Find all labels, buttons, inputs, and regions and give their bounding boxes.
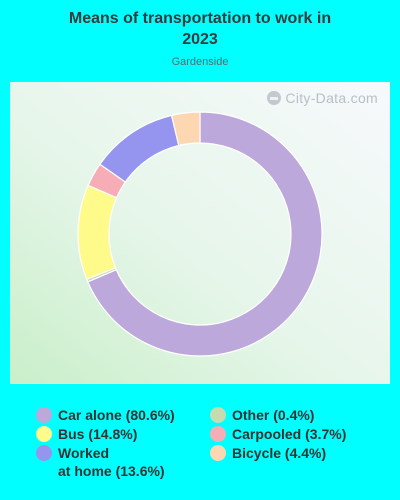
- legend-label: Bus (14.8%): [58, 426, 138, 442]
- legend-swatch: [36, 426, 52, 442]
- legend-swatch: [210, 407, 226, 423]
- chart-subtitle: Gardenside: [171, 56, 229, 68]
- legend-item: Bicycle (4.4%): [210, 444, 326, 462]
- donut-slice-bus: [77, 184, 118, 281]
- legend-label: Bicycle (4.4%): [232, 445, 327, 461]
- legend-item: Bus (14.8%): [36, 425, 137, 443]
- legend-label: Other (0.4%): [232, 407, 315, 423]
- legend-swatch: [36, 407, 52, 423]
- legend-item: Car alone (80.6%): [36, 406, 175, 424]
- legend: Car alone (80.6%) Bus (14.8%) Worked at …: [0, 402, 400, 492]
- legend-label: Worked at home (13.6%): [58, 445, 165, 479]
- watermark-text: City-Data.com: [285, 90, 378, 106]
- legend-label: Car alone (80.6%): [58, 407, 175, 423]
- legend-swatch: [36, 445, 52, 461]
- legend-item: Other (0.4%): [210, 406, 314, 424]
- legend-label: Carpooled (3.7%): [232, 426, 347, 442]
- donut-chart: [77, 111, 323, 357]
- chart-title: Means of transportation to work in 2023: [68, 10, 332, 48]
- watermark: City-Data.com: [267, 90, 378, 106]
- donut-slice-bicycle: [170, 111, 201, 147]
- city-data-logo-icon: [267, 91, 282, 105]
- legend-item: Worked at home (13.6%): [36, 444, 165, 480]
- legend-item: Carpooled (3.7%): [210, 425, 346, 443]
- donut-slice-car-alone: [86, 111, 323, 357]
- plot-area: City-Data.com: [10, 82, 390, 384]
- donut-slice-worked-at-home: [99, 114, 180, 183]
- legend-swatch: [210, 426, 226, 442]
- legend-swatch: [210, 445, 226, 461]
